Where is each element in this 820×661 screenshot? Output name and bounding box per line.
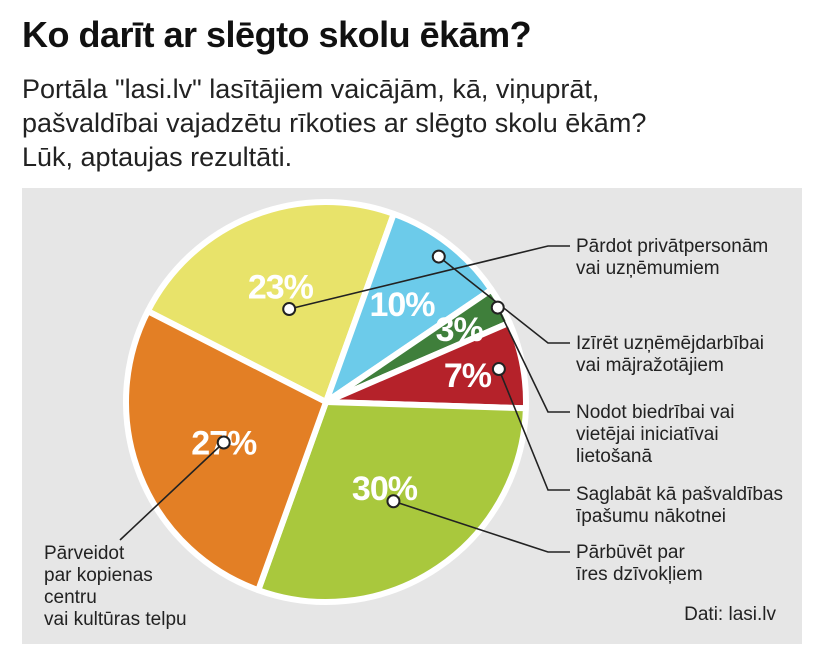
leader-line xyxy=(498,368,570,491)
leader-dot xyxy=(282,302,297,317)
pie-percent-label: 10% xyxy=(369,286,435,324)
source-note: Dati: lasi.lv xyxy=(684,604,776,625)
subtitle-line: Portāla "lasi.lv" lasītājiem vaicājām, k… xyxy=(22,74,600,104)
pie-slice xyxy=(144,199,397,405)
pie-percent-labels: 23%10%3%7%30%27% xyxy=(191,269,493,508)
pie-leader-lines xyxy=(119,245,570,553)
pie-category-label: Pārbūvēt par īres dzīvokļiem xyxy=(576,542,703,585)
leader-line xyxy=(393,500,570,553)
leader-dot xyxy=(491,362,506,377)
leader-dot xyxy=(490,300,505,315)
pie-slices xyxy=(123,199,529,605)
pie-category-label: Izīrēt uzņēmējdarbībai vai mājražotājiem xyxy=(576,333,764,376)
pie-slice xyxy=(123,308,329,594)
pie-percent-label: 7% xyxy=(444,357,492,395)
leader-line xyxy=(497,307,570,413)
pie-category-label: Pārdot privātpersonām vai uzņēmumiem xyxy=(576,236,768,279)
leader-line xyxy=(288,245,570,310)
subtitle-line: pašvaldībai vajadzētu rīkoties ar slēgto… xyxy=(22,108,647,138)
leader-dot xyxy=(216,435,231,450)
pie-percent-label: 23% xyxy=(248,269,314,307)
chart-subtitle: Portāla "lasi.lv" lasītājiem vaicājām, k… xyxy=(22,72,802,174)
pie-percent-label: 30% xyxy=(352,470,418,508)
pie-percent-label: 3% xyxy=(436,311,484,349)
leader-line xyxy=(119,441,225,541)
pie-category-label: Nodot biedrībai vai vietējai iniciatīvai l… xyxy=(576,402,734,467)
leader-dot xyxy=(431,249,446,264)
pie-category-label: Pārveidot par kopienas centru vai kultūras … xyxy=(44,543,187,630)
chart-title: Ko darīt ar slēgto skolu ēkām? xyxy=(22,14,532,55)
leader-line xyxy=(438,255,570,344)
pie-category-label: Saglabāt kā pašvaldības īpašumu nākotnei xyxy=(576,484,783,527)
subtitle-line: Lūk, aptaujas rezultāti. xyxy=(22,142,293,172)
pie-category-labels: Pārdot privātpersonām vai uzņēmumiem Izīrē… xyxy=(44,236,783,630)
pie-slice xyxy=(323,210,495,405)
leader-dot xyxy=(386,494,401,509)
